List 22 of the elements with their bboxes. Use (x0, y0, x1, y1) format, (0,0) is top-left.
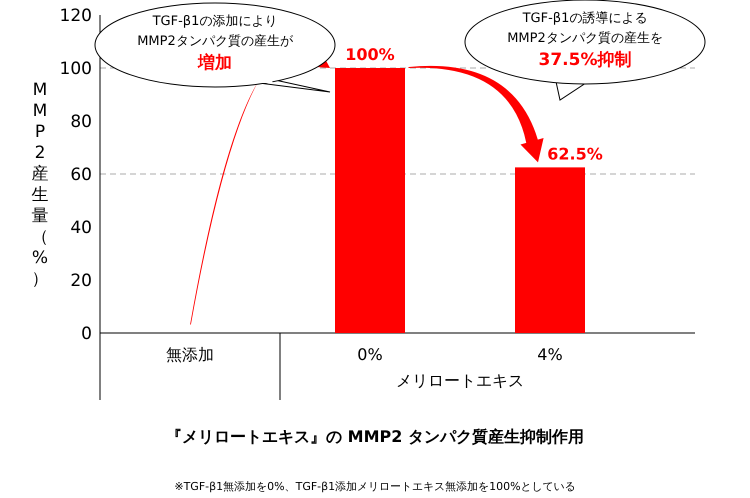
data-label: 100% (345, 45, 395, 64)
annotation: TGF-β1の添加により (152, 14, 278, 29)
data-label: 62.5% (547, 144, 603, 164)
x-tick-label: 0% (357, 345, 383, 364)
annotation: TGF-β1の誘導による (522, 11, 648, 26)
x-tick-label: 無添加 (166, 345, 214, 364)
text: ※TGF-β1無添加を0%、TGF-β1添加メリロートエキス無添加を100%としている (174, 480, 576, 493)
text: MMP2産生量（%） (32, 80, 48, 289)
annotation: MMP2タンパク質の産生を (507, 30, 663, 46)
y-tick-label: 40 (70, 218, 92, 238)
y-tick-label: 20 (70, 271, 92, 291)
y-tick-label: 100 (60, 59, 92, 79)
annotation: MMP2タンパク質の産生が (137, 33, 294, 49)
x-tick-label: 4% (537, 345, 563, 364)
text: 『メリロートエキス』の MMP2 タンパク質産生抑制作用 (166, 427, 584, 446)
y-tick-label: 0 (81, 324, 92, 344)
x-axis-title: メリロートエキス (396, 371, 524, 390)
y-tick-label: 120 (60, 6, 92, 26)
annotation: 37.5%抑制 (538, 50, 632, 70)
annotation: 増加 (197, 52, 232, 73)
y-tick-label: 60 (70, 165, 92, 185)
y-tick-label: 80 (70, 112, 92, 132)
